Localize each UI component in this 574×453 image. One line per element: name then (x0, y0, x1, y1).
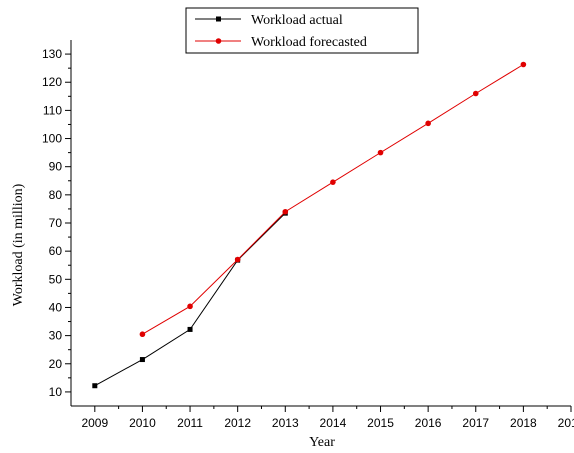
data-point-actual (139, 357, 145, 363)
y-tick-label: 20 (49, 357, 63, 371)
x-tick-label: 2009 (81, 416, 108, 430)
data-point-forecasted (330, 179, 336, 185)
legend-box (185, 7, 419, 54)
data-point-forecasted (282, 208, 289, 215)
y-tick-label: 60 (49, 244, 63, 258)
x-tick-label: 2010 (129, 416, 156, 430)
data-point-forecasted (139, 331, 146, 338)
x-tick-label: 2014 (320, 416, 347, 430)
y-tick-label: 10 (49, 385, 63, 399)
y-axis-ticks: 10 20 30 40 50 60 70 80 90 100 110 120 130 (42, 47, 71, 399)
data-point-forecasted (520, 61, 527, 68)
y-tick-label: 90 (49, 160, 63, 174)
x-tick-label: 2013 (272, 416, 299, 430)
y-tick-label: 110 (43, 103, 62, 117)
legend: Workload actual Workload forecasted (185, 7, 419, 54)
series-line-actual (94, 212, 286, 387)
legend-swatch-marker-actual (216, 16, 221, 22)
y-tick-label: 130 (42, 47, 62, 61)
data-point-forecasted (472, 90, 479, 97)
y-tick-label: 70 (49, 216, 63, 230)
data-point-forecasted (187, 303, 193, 310)
y-tick-label: 40 (49, 300, 63, 314)
series-layer (92, 61, 527, 389)
x-tick-label: 2011 (177, 416, 203, 430)
plot-frame (70, 40, 571, 407)
y-tick-label: 50 (49, 272, 63, 286)
x-axis-ticks: 2009 2010 2011 2012 2013 2014 2015 2016 2017 2018… (81, 406, 574, 430)
series-actual (92, 210, 288, 389)
data-point-actual (92, 383, 98, 389)
x-tick-label: 2015 (367, 416, 394, 430)
legend-label-actual: Workload actual (251, 13, 343, 28)
y-tick-label: 100 (42, 132, 62, 146)
x-tick-label: 2016 (415, 416, 442, 430)
legend-label-forecasted: Workload forecasted (251, 35, 367, 50)
x-tick-label: 2019 (558, 416, 574, 430)
y-tick-label: 80 (49, 188, 63, 202)
y-axis-title: Workload (in million) (11, 183, 26, 306)
y-tick-label: 120 (42, 75, 62, 89)
data-point-forecasted (425, 120, 431, 127)
x-tick-label: 2012 (224, 416, 251, 430)
series-line-forecasted (142, 64, 524, 335)
data-point-forecasted (234, 256, 241, 263)
data-point-actual (187, 326, 193, 332)
x-tick-label: 2017 (462, 416, 489, 430)
series-forecasted (139, 61, 527, 338)
y-tick-label: 30 (49, 329, 63, 343)
legend-swatch-marker-forecasted (215, 38, 222, 44)
x-axis-title: Year (309, 435, 335, 450)
x-tick-label: 2018 (510, 416, 537, 430)
data-point-forecasted (377, 149, 384, 156)
